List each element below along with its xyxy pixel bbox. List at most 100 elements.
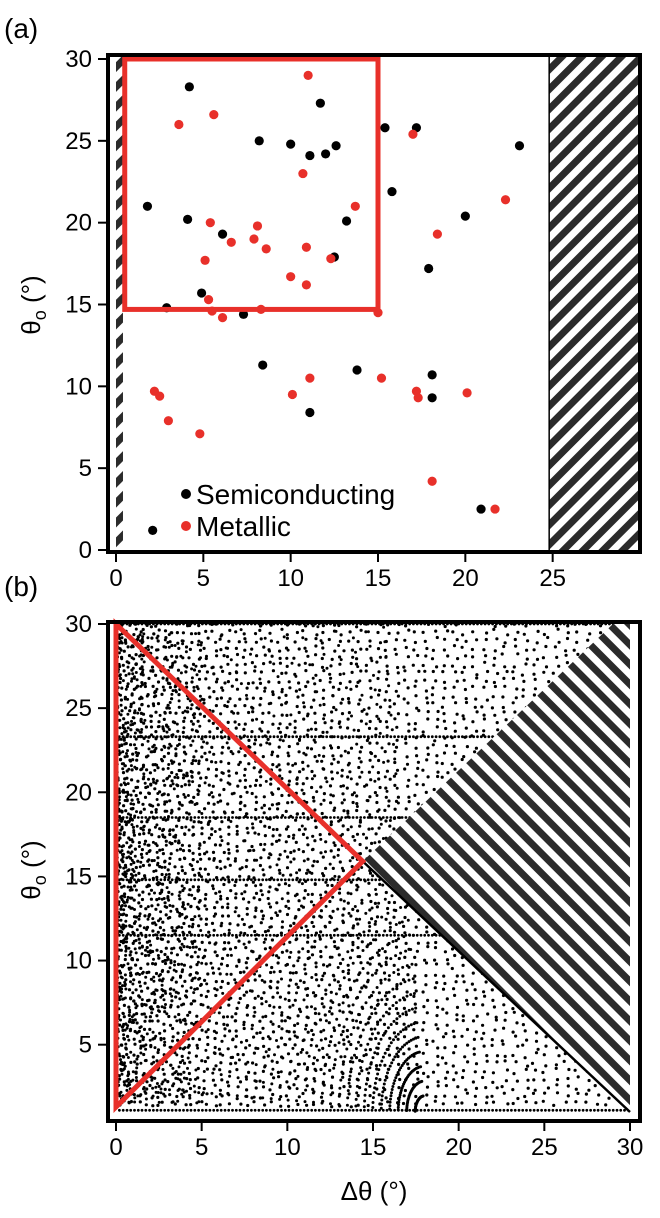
lattice-point [251,868,255,872]
lattice-point [343,1055,347,1059]
lattice-point [468,1108,472,1112]
lattice-point [510,1108,513,1112]
lattice-point [155,779,159,783]
lattice-point [309,747,314,751]
lattice-point [339,754,343,758]
lattice-point [259,670,263,674]
lattice-point [239,1102,243,1106]
lattice-point [348,1108,351,1112]
lattice-point [483,660,487,664]
lattice-point [313,1007,317,1011]
lattice-point [317,1048,321,1052]
lattice-point [473,750,477,754]
lattice-point [262,662,266,666]
lattice-point [215,900,219,904]
lattice-point [415,949,419,953]
lattice-point [184,1103,188,1107]
lattice-point [163,901,167,905]
lattice-point [143,795,148,800]
lattice-point [149,625,153,629]
lattice-point [167,728,171,731]
lattice-point [434,735,438,739]
lattice-point [181,1095,185,1099]
lattice-point [407,1008,411,1012]
lattice-point [198,867,202,871]
lattice-point [303,963,307,967]
lattice-point [219,878,223,882]
lattice-point [147,648,150,652]
lattice-point [346,811,350,815]
lattice-point [227,769,231,773]
lattice-point [295,782,299,786]
lattice-point [310,785,314,790]
lattice-point [207,821,211,824]
lattice-point [443,950,447,954]
lattice-point [314,965,318,969]
lattice-point [348,680,352,684]
lattice-point [154,710,158,714]
lattice-point [378,688,382,693]
lattice-point [227,1108,231,1112]
lattice-point [278,656,282,661]
lattice-point [501,695,505,699]
lattice-point [190,933,193,937]
lattice-point [226,875,230,879]
lattice-point [149,783,153,787]
lattice-point [566,1084,570,1088]
lattice-point [384,795,388,799]
legend-label-semiconducting: Semiconducting [196,479,395,510]
lattice-point [500,1085,504,1089]
lattice-point [268,865,272,869]
lattice-point [147,970,151,974]
lattice-point [163,1010,167,1014]
a-y-tick-label-2: 10 [65,373,92,400]
lattice-point [137,841,141,845]
lattice-point [302,998,306,1002]
lattice-point [322,1072,326,1076]
lattice-point [270,753,274,757]
lattice-point [158,848,162,852]
lattice-point [412,1022,416,1026]
lattice-point [127,1081,131,1085]
lattice-point [357,756,361,760]
lattice-point [208,750,212,754]
lattice-point [511,1088,515,1092]
lattice-point [287,878,291,882]
lattice-point [365,1077,369,1080]
lattice-point [400,1064,404,1067]
lattice-point [368,1037,372,1041]
lattice-point [223,681,227,685]
lattice-point [351,1003,355,1007]
lattice-point [406,973,410,977]
lattice-point [168,992,172,996]
lattice-point [389,957,393,961]
lattice-point [322,717,326,721]
lattice-point [359,628,363,632]
lattice-point [304,669,308,673]
lattice-point [186,1066,189,1070]
lattice-point [270,965,274,970]
lattice-point [242,632,246,636]
lattice-point [253,669,257,673]
lattice-point [434,962,439,966]
lattice-point [140,743,144,747]
lattice-point [184,670,188,674]
lattice-point [220,1078,224,1082]
lattice-point [130,719,133,723]
lattice-point [336,745,340,750]
lattice-point [347,1078,351,1082]
lattice-point [412,933,415,937]
lattice-point [171,1035,175,1039]
lattice-point [177,762,181,766]
lattice-point [247,940,251,944]
lattice-point [346,775,350,779]
lattice-point [175,953,179,957]
lattice-point [324,945,328,949]
lattice-point [152,1001,156,1005]
lattice-point [384,1002,388,1007]
lattice-point [215,726,219,731]
semiconducting-point-6 [217,229,228,239]
lattice-point [324,988,328,992]
lattice-point [210,921,215,926]
lattice-point [331,685,335,689]
